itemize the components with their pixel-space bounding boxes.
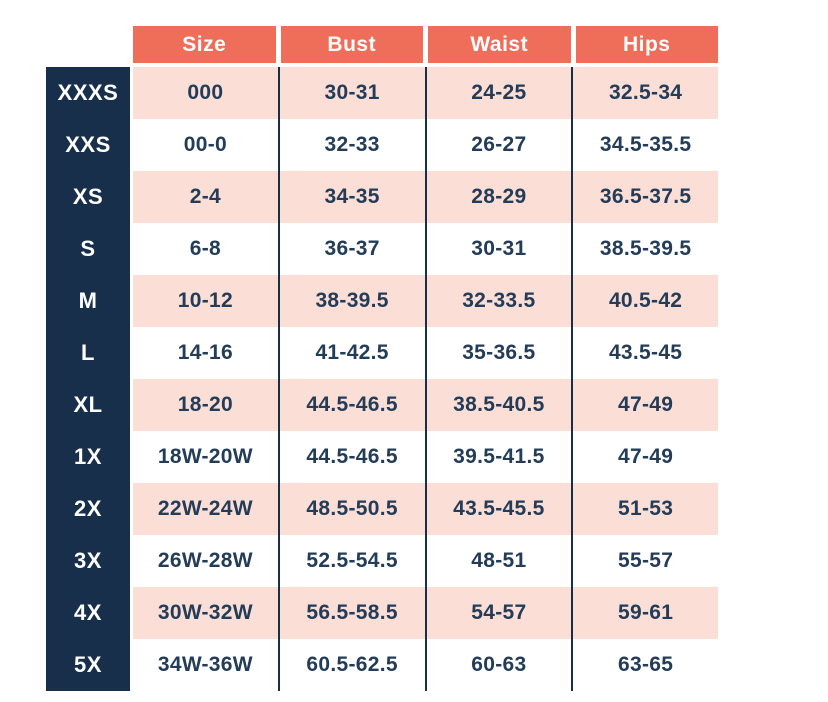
cell-waist: 48-51 [424, 535, 572, 587]
cell-hips: 34.5-35.5 [571, 119, 718, 171]
row-label-l: L [81, 340, 95, 365]
cell-hips: 40.5-42 [571, 275, 718, 327]
column-header-waist: Waist [428, 26, 571, 63]
cell-bust: 56.5-58.5 [277, 587, 425, 639]
table-row: 30W-32W 56.5-58.5 54-57 59-61 [133, 587, 718, 639]
cell-hips: 43.5-45 [571, 327, 718, 379]
cell-hips: 55-57 [571, 535, 718, 587]
cell-size: 26W-28W [157, 549, 253, 572]
table-row: 18W-20W 44.5-46.5 39.5-41.5 47-49 [133, 431, 718, 483]
cell-bust: 38-39.5 [277, 275, 425, 327]
cell-hips: 47-49 [571, 379, 718, 431]
cell-hips: 38.5-39.5 [571, 223, 718, 275]
cell-bust: 52.5-54.5 [277, 535, 425, 587]
table-row: 000 30-31 24-25 32.5-34 [133, 67, 718, 119]
cell-bust: 48.5-50.5 [277, 483, 425, 535]
table-row: 2-4 34-35 28-29 36.5-37.5 [133, 171, 718, 223]
size-label-column: XXXS XXS XS S M L XL 1X 2X 3X 4X 5X [46, 67, 130, 691]
cell-hips: 36.5-37.5 [571, 171, 718, 223]
cell-waist: 24-25 [424, 67, 572, 119]
cell-hips: 32.5-34 [571, 67, 718, 119]
row-label-5x: 5X [74, 652, 102, 677]
row-label-xxxs: XXXS [57, 80, 119, 105]
cell-bust: 60.5-62.5 [277, 639, 425, 691]
cell-bust: 30-31 [277, 67, 425, 119]
cell-bust: 44.5-46.5 [277, 431, 425, 483]
cell-size: 6-8 [189, 237, 221, 260]
column-header-size: Size [133, 26, 276, 63]
row-label-1x: 1X [74, 444, 102, 469]
row-label-2x: 2X [74, 496, 102, 521]
cell-hips: 59-61 [571, 587, 718, 639]
cell-waist: 32-33.5 [424, 275, 572, 327]
cell-bust: 36-37 [277, 223, 425, 275]
table-row: 22W-24W 48.5-50.5 43.5-45.5 51-53 [133, 483, 718, 535]
cell-size: 2-4 [189, 185, 221, 208]
cell-bust: 32-33 [277, 119, 425, 171]
table-row: 34W-36W 60.5-62.5 60-63 63-65 [133, 639, 718, 691]
cell-waist: 30-31 [424, 223, 572, 275]
cell-waist: 39.5-41.5 [424, 431, 572, 483]
row-label-s: S [80, 236, 96, 261]
cell-waist: 43.5-45.5 [424, 483, 572, 535]
table-row: 6-8 36-37 30-31 38.5-39.5 [133, 223, 718, 275]
table-row: 14-16 41-42.5 35-36.5 43.5-45 [133, 327, 718, 379]
cell-bust: 44.5-46.5 [277, 379, 425, 431]
cell-size: 00-0 [183, 133, 227, 156]
cell-size: 30W-32W [157, 601, 253, 624]
cell-size: 22W-24W [157, 497, 253, 520]
cell-waist: 26-27 [424, 119, 572, 171]
column-header-hips: Hips [575, 26, 718, 63]
table-row: 26W-28W 52.5-54.5 48-51 55-57 [133, 535, 718, 587]
cell-waist: 35-36.5 [424, 327, 572, 379]
cell-waist: 38.5-40.5 [424, 379, 572, 431]
column-header-bust: Bust [280, 26, 423, 63]
cell-size: 18-20 [177, 393, 233, 416]
cell-bust: 34-35 [277, 171, 425, 223]
cell-waist: 54-57 [424, 587, 572, 639]
cell-hips: 47-49 [571, 431, 718, 483]
cell-waist: 60-63 [424, 639, 572, 691]
row-label-xs: XS [72, 184, 104, 209]
table-row: 10-12 38-39.5 32-33.5 40.5-42 [133, 275, 718, 327]
cell-size: 000 [187, 81, 224, 104]
row-label-3x: 3X [74, 548, 102, 573]
cell-size: 34W-36W [157, 653, 253, 676]
cell-hips: 63-65 [571, 639, 718, 691]
row-label-xl: XL [73, 392, 103, 417]
cell-bust: 41-42.5 [277, 327, 425, 379]
cell-hips: 51-53 [571, 483, 718, 535]
table-header-row: Size Bust Waist Hips [133, 26, 718, 63]
row-label-m: M [78, 288, 98, 313]
table-body: 000 30-31 24-25 32.5-34 00-0 32-33 26-27 34.5-3… [133, 67, 718, 691]
table-row: 18-20 44.5-46.5 38.5-40.5 47-49 [133, 379, 718, 431]
cell-size: 18W-20W [157, 445, 253, 468]
row-label-4x: 4X [74, 600, 102, 625]
cell-size: 10-12 [177, 289, 233, 312]
cell-waist: 28-29 [424, 171, 572, 223]
cell-size: 14-16 [177, 341, 233, 364]
table-row: 00-0 32-33 26-27 34.5-35.5 [133, 119, 718, 171]
row-label-xxs: XXS [65, 132, 111, 157]
